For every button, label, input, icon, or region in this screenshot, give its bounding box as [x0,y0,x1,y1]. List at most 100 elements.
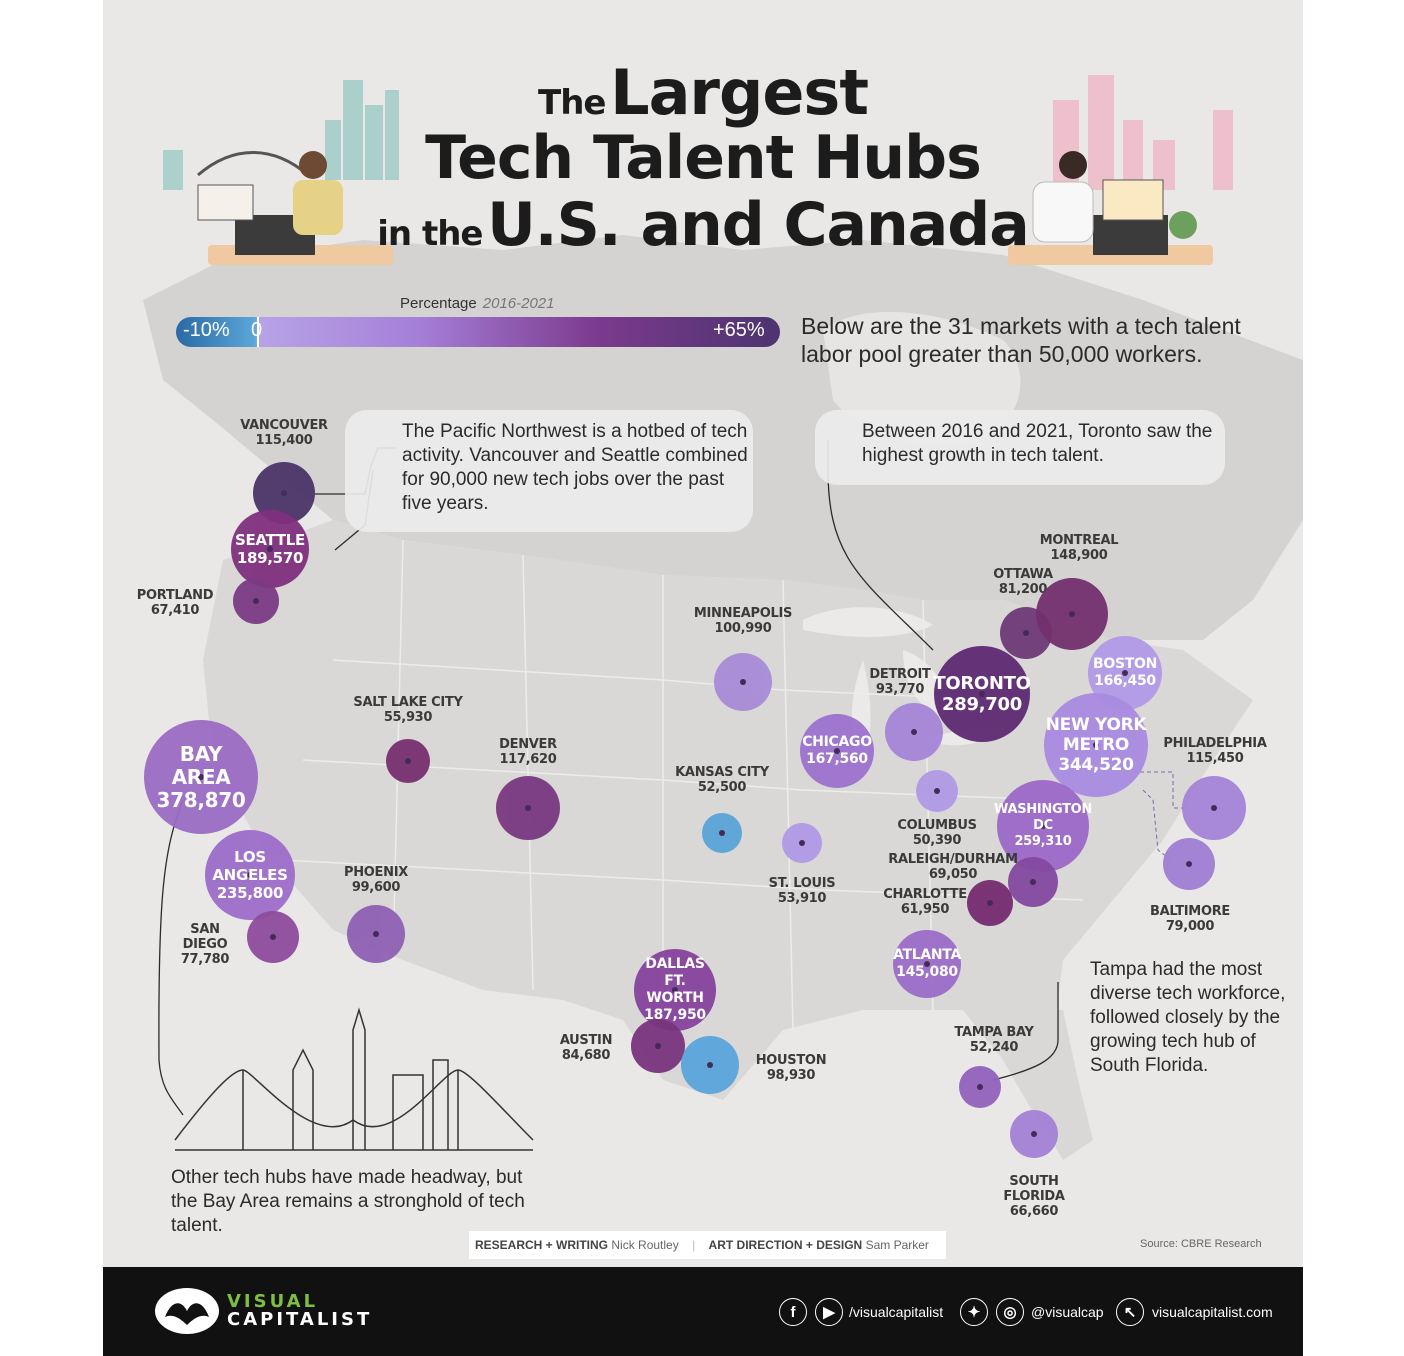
city-name: CHICAGO [802,734,872,750]
city-label-columbus: COLUMBUS 50,390 [857,818,1017,848]
city-name: ATLANTA [893,947,961,963]
bubble-minneapolis [714,653,772,711]
bubble-atlanta [893,930,961,998]
bubble-columbus [916,770,958,812]
infographic-poster: The Largest Tech Talent Hubs in the U.S.… [103,0,1303,1356]
bubble-tampa-bay [959,1066,1001,1108]
title-us-canada: U.S. and Canada [487,190,1030,260]
bubble-center-dot [934,788,940,794]
city-label-kansas-city: KANSAS CITY 52,500 [642,765,802,795]
city-name: PORTLAND [136,588,214,603]
legend-zero-label: 0 [251,319,263,341]
title-line-3: in the U.S. and Canada [103,190,1303,260]
city-name: VANCOUVER [240,418,328,433]
city-name: SAN [190,922,220,937]
title-in-the: in the [377,214,483,254]
instagram-icon[interactable]: ◎ [996,1298,1024,1326]
city-label-phoenix: PHOENIX 99,600 [296,865,456,895]
bubble-los-angeles [205,830,295,920]
twitter-icon[interactable]: ✦ [960,1298,988,1326]
city-label-boston: BOSTON 166,450 [1035,656,1215,690]
city-name: FLORIDA [1003,1189,1065,1204]
bubble-phoenix [347,905,405,963]
left-window [197,184,254,221]
youtube-icon[interactable]: ▶ [815,1298,843,1326]
city-label-philadelphia: PHILADELPHIA 115,450 [1135,736,1295,766]
city-name: BALTIMORE [1150,904,1230,919]
city-name: WORTH [646,990,704,1006]
bubble-center-dot [707,1062,713,1068]
bubble-washington-dc [997,780,1089,872]
bubble-center-dot [1031,1131,1037,1137]
city-value: 77,780 [180,952,230,967]
bubble-center-dot [1186,861,1192,867]
bubble-center-dot [1093,742,1099,748]
bubble-center-dot [834,748,840,754]
footer: VISUAL CAPITALIST f ▶ /visualcapitalist … [103,1267,1303,1356]
bubble-center-dot [672,987,678,993]
vancouver-skyline-illustration [163,80,399,190]
city-label-atlanta: ATLANTA 145,080 [837,947,1017,981]
bay-area-callout-text: Other tech hubs have made headway, but t… [171,1167,525,1236]
city-label-st-louis: ST. LOUIS 53,910 [722,876,882,906]
city-label-dallas-ft-worth: DALLAS FT. WORTH 187,950 [585,956,765,1024]
city-name: BOSTON [1092,656,1158,672]
website-link[interactable]: visualcapitalist.com [1152,1304,1273,1320]
city-name: RALEIGH/DURHAM [888,852,1018,867]
city-label-portland: PORTLAND 67,410 [103,588,255,618]
visual-capitalist-logo-icon [155,1288,219,1334]
handle-visualcapitalist[interactable]: /visualcapitalist [849,1304,944,1320]
handle-visualcap[interactable]: @visualcap [1031,1304,1104,1320]
city-label-south-florida: SOUTH FLORIDA 66,660 [954,1174,1114,1219]
toronto-callout-text: Between 2016 and 2021, Toronto saw the h… [862,421,1213,466]
city-name: OTTAWA [993,567,1053,582]
bubble-center-dot [1023,630,1029,636]
bubble-kansas-city [702,813,742,853]
bubble-austin [631,1019,685,1073]
right-person-body [1032,181,1094,243]
title-the: The [538,83,606,123]
bubble-philadelphia [1182,776,1246,840]
city-label-houston: HOUSTON 98,930 [711,1053,871,1083]
city-name: DENVER [499,737,557,752]
city-name: PHILADELPHIA [1163,736,1267,751]
bubble-center-dot [719,830,725,836]
city-label-toronto: TORONTO 289,700 [892,673,1072,715]
city-label-montreal: MONTREAL 148,900 [999,533,1159,563]
city-value: 100,990 [714,621,772,636]
city-name: DALLAS [645,956,705,972]
city-label-seattle: SEATTLE 189,570 [180,531,360,567]
bubble-center-dot [799,840,805,846]
right-window [1102,179,1164,221]
toronto-callout-box [815,410,1225,485]
city-name: AUSTIN [559,1033,613,1048]
right-laptop [1093,215,1168,255]
bubble-houston [681,1036,739,1094]
city-label-salt-lake-city: SALT LAKE CITY 55,930 [328,695,488,725]
city-name: FT. [664,973,686,989]
research-name: Nick Routley [611,1238,679,1252]
bubble-montreal [1036,578,1108,650]
city-name: MONTREAL [1039,533,1119,548]
pacific-callout-box [345,410,753,532]
city-value: 55,930 [383,710,433,725]
legend-title: Percentage 2016-2021 [400,295,554,312]
city-label-denver: DENVER 117,620 [448,737,608,767]
legend-min-label: -10% [183,319,230,341]
facebook-icon[interactable]: f [779,1298,807,1326]
art-name: Sam Parker [865,1238,929,1252]
bubble-center-dot [655,1043,661,1049]
city-name: COLUMBUS [897,818,977,833]
city-value: 187,950 [644,1007,706,1023]
city-label-austin: AUSTIN 84,680 [506,1033,666,1063]
city-value: 69,050 [928,867,978,882]
golden-gate-illustration [174,1007,534,1151]
city-label-detroit: DETROIT 93,770 [820,667,980,697]
city-value: 99,600 [351,880,401,895]
bubble-center-dot [405,758,411,764]
tampa-callout-text: Tampa had the most diverse tech workforc… [1090,959,1286,1076]
city-name: KANSAS CITY [675,765,769,780]
cursor-icon[interactable]: ↖ [1116,1298,1144,1326]
city-label-new-york-metro: NEW YORK METRO 344,520 [1006,715,1186,775]
legend-max-label: +65% [713,319,765,341]
